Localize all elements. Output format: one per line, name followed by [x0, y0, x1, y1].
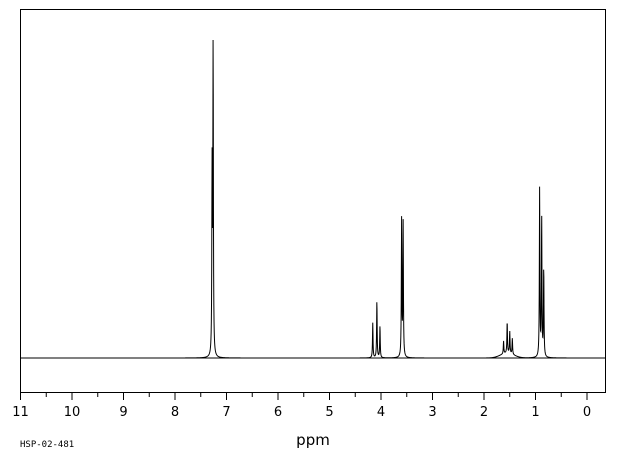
- plot-frame: [20, 9, 606, 393]
- x-tick-label: 5: [325, 405, 333, 420]
- x-tick-label: 9: [119, 405, 127, 420]
- x-tick-label: 1: [531, 405, 539, 420]
- x-tick-label: 2: [480, 405, 488, 420]
- x-tick-label: 11: [12, 405, 29, 420]
- x-tick-label: 7: [222, 405, 230, 420]
- x-axis-title: ppm: [296, 431, 330, 449]
- sample-id-label: HSP-02-481: [20, 440, 74, 450]
- x-tick-label: 10: [64, 405, 81, 420]
- x-tick-label: 0: [583, 405, 591, 420]
- x-tick-label: 3: [428, 405, 436, 420]
- spectrum-trace: [113, 39, 578, 359]
- x-tick-label: 6: [274, 405, 282, 420]
- x-tick-label: 4: [377, 405, 385, 420]
- x-tick-label: 8: [171, 405, 179, 420]
